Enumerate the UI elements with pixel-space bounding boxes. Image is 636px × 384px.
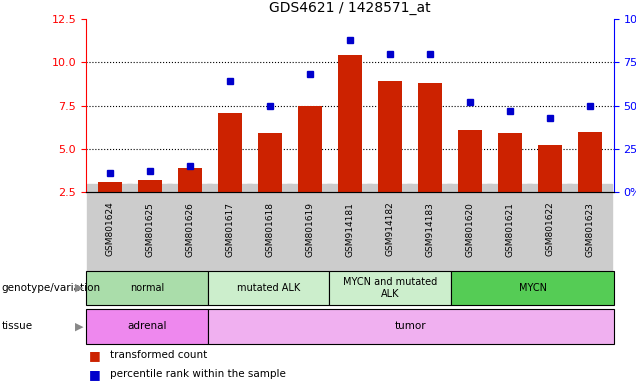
Bar <box>418 83 442 192</box>
Bar <box>258 133 282 192</box>
Bar <box>208 309 614 344</box>
Bar <box>178 168 202 192</box>
Bar <box>298 106 322 192</box>
Text: MYCN: MYCN <box>518 283 546 293</box>
Text: mutated ALK: mutated ALK <box>237 283 300 293</box>
Text: ▶: ▶ <box>75 321 83 331</box>
Text: transformed count: transformed count <box>110 350 207 360</box>
Bar <box>338 56 362 192</box>
Bar <box>138 180 162 192</box>
Bar <box>218 113 242 192</box>
Text: tissue: tissue <box>1 321 32 331</box>
Bar <box>329 271 452 305</box>
Bar <box>98 182 122 192</box>
Bar <box>86 309 208 344</box>
Text: normal: normal <box>130 283 164 293</box>
Text: tumor: tumor <box>395 321 427 331</box>
Bar <box>538 146 562 192</box>
Bar <box>208 271 329 305</box>
Bar <box>458 130 482 192</box>
Text: percentile rank within the sample: percentile rank within the sample <box>110 369 286 379</box>
Text: genotype/variation: genotype/variation <box>1 283 100 293</box>
Bar <box>86 271 208 305</box>
Bar <box>498 133 522 192</box>
Bar <box>577 131 602 192</box>
Text: MYCN and mutated
ALK: MYCN and mutated ALK <box>343 277 438 299</box>
Bar <box>452 271 614 305</box>
Text: ■: ■ <box>89 349 100 362</box>
Text: ■: ■ <box>89 368 100 381</box>
Bar <box>378 81 402 192</box>
Title: GDS4621 / 1428571_at: GDS4621 / 1428571_at <box>269 2 431 15</box>
Text: ▶: ▶ <box>75 283 83 293</box>
Text: adrenal: adrenal <box>127 321 167 331</box>
